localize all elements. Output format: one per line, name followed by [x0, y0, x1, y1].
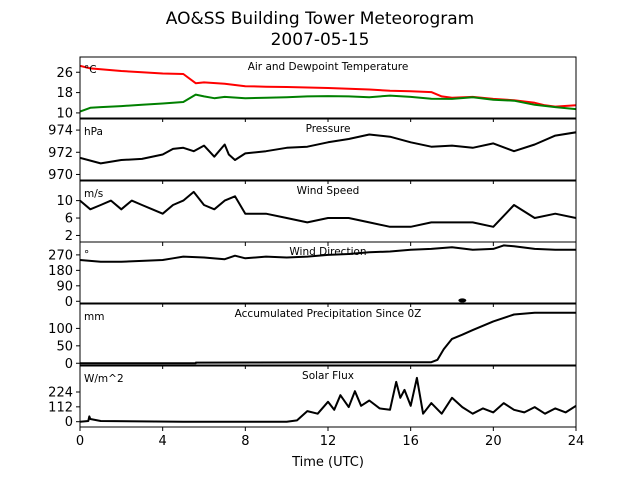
- y-tick-label: 224: [48, 385, 73, 400]
- y-tick-label: 0: [65, 295, 73, 310]
- series-line-6-1: [80, 376, 576, 423]
- x-tick-label: 24: [568, 434, 585, 449]
- y-tick-label: 0: [65, 357, 73, 372]
- y-tick-label: 970: [48, 168, 73, 183]
- series-line-4-1: [80, 244, 576, 263]
- x-tick-label: 4: [159, 434, 167, 449]
- y-tick-label: 90: [56, 279, 73, 294]
- y-tick-label: 2: [65, 229, 73, 244]
- y-tick-label: 112: [48, 400, 73, 415]
- y-tick-label: 26: [56, 66, 73, 81]
- y-tick-label: 6: [65, 212, 73, 227]
- y-tick-label: 972: [48, 146, 73, 161]
- y-tick-label: 10: [56, 106, 73, 121]
- x-tick-label: 0: [76, 434, 84, 449]
- outlier-point: [458, 298, 467, 303]
- series-line-3-1: [80, 190, 576, 228]
- panel-1: 10 18 26 Air and Dewpoint Temperature °C: [56, 56, 577, 122]
- panel-title: Accumulated Precipitation Since 0Z: [235, 308, 422, 320]
- panel-5: 0 50 100 Accumulated Precipitation Since 0Z…: [48, 303, 577, 372]
- x-tick-label: 8: [241, 434, 249, 449]
- figure-title: AO&SS Building Tower Meteorogram: [166, 9, 474, 29]
- panel-title: Pressure: [306, 123, 351, 135]
- x-tick-label: 20: [485, 434, 502, 449]
- y-tick-label: 180: [48, 264, 73, 279]
- panel-title: Wind Direction: [289, 246, 366, 258]
- panel-unit: W/m^2: [84, 373, 124, 385]
- y-tick-label: 18: [56, 86, 73, 101]
- panel-unit: °: [84, 249, 89, 261]
- panel-unit: hPa: [84, 126, 103, 138]
- series-line-2-1: [80, 131, 576, 165]
- panel-2: 970 972 974 Pressure hPa: [48, 118, 577, 184]
- y-tick-label: 0: [65, 415, 73, 430]
- x-axis-label: Time (UTC): [291, 455, 364, 470]
- x-tick-label: 12: [320, 434, 337, 449]
- panel-3: 2 6 10 Wind Speed m/s: [56, 180, 577, 246]
- y-tick-label: 10: [56, 194, 73, 209]
- panel-unit: mm: [84, 311, 104, 323]
- panel-unit: °C: [84, 64, 97, 76]
- x-axis: 0 4 8 12 16 20 24: [76, 434, 584, 449]
- y-tick-label: 270: [48, 248, 73, 263]
- y-tick-label: 974: [48, 124, 73, 139]
- panel-title: Air and Dewpoint Temperature: [248, 61, 409, 73]
- series-line-5-1: [80, 311, 576, 365]
- panel-title: Solar Flux: [302, 370, 354, 382]
- figure-date: 2007-05-15: [271, 30, 370, 50]
- x-tick-label: 16: [402, 434, 419, 449]
- series-line-1-2: [80, 93, 576, 113]
- y-tick-label: 100: [48, 322, 73, 337]
- y-tick-label: 50: [56, 339, 73, 354]
- panel-title: Wind Speed: [297, 185, 360, 197]
- panel-unit: m/s: [84, 188, 103, 200]
